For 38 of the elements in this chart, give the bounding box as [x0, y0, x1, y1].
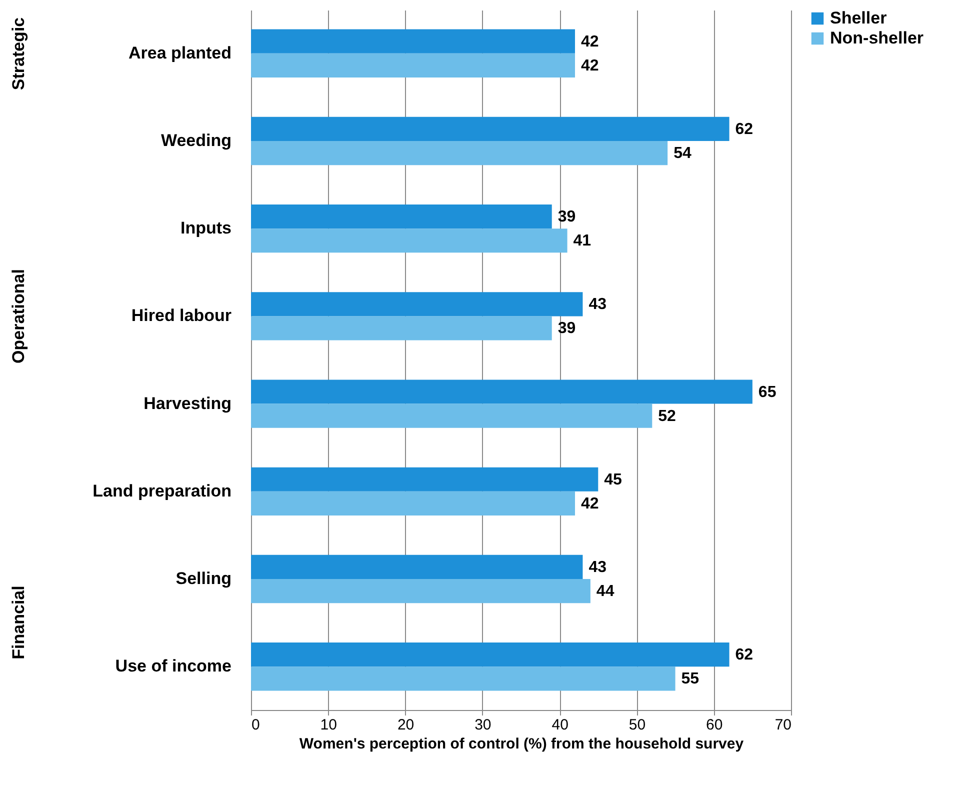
data-label: 55	[681, 670, 700, 688]
x-tick-label: 0	[252, 716, 260, 734]
y-tick-label: Inputs	[180, 218, 232, 238]
data-label: 41	[573, 232, 592, 250]
x-axis-title: Women's perception of control (%) from the household survey	[299, 736, 744, 752]
data-label: 39	[558, 208, 576, 226]
y-tick-label: Selling	[176, 569, 232, 588]
data-label: 42	[581, 57, 599, 74]
legend-label: Sheller	[830, 8, 888, 28]
legend-label: Non-sheller	[830, 28, 924, 48]
data-label: 52	[658, 408, 676, 425]
text: Financial	[9, 586, 28, 660]
y-tick-label: Harvesting	[144, 394, 232, 413]
x-tick-label: 60	[706, 716, 723, 734]
x-tick-label: 70	[774, 716, 792, 734]
text: Strategic	[9, 17, 28, 90]
x-tick-label: 30	[474, 716, 492, 734]
y-tick-label: Land preparation	[92, 481, 232, 500]
data-label: 43	[588, 296, 607, 314]
data-label: 44	[596, 583, 614, 600]
x-tick-label: 10	[320, 716, 337, 734]
data-label: 42	[581, 495, 599, 512]
data-label: 54	[674, 145, 692, 162]
y-tick-label: Use of income	[115, 656, 232, 676]
data-label: 65	[758, 384, 776, 401]
x-tick-label: 20	[397, 716, 414, 734]
x-tick-label: 50	[628, 716, 646, 734]
y-tick-label: Weeding	[160, 130, 232, 150]
data-label: 62	[735, 120, 754, 138]
data-label: 43	[588, 558, 607, 576]
x-tick-label: 40	[552, 716, 568, 734]
y-tick-label: Area planted	[128, 43, 232, 62]
y-tick-label: Hired labour	[131, 306, 232, 326]
data-label: 45	[604, 471, 622, 488]
data-label: 42	[581, 33, 599, 50]
data-label: 62	[735, 646, 754, 664]
text: Operational	[9, 269, 28, 364]
data-label: 39	[558, 320, 576, 338]
